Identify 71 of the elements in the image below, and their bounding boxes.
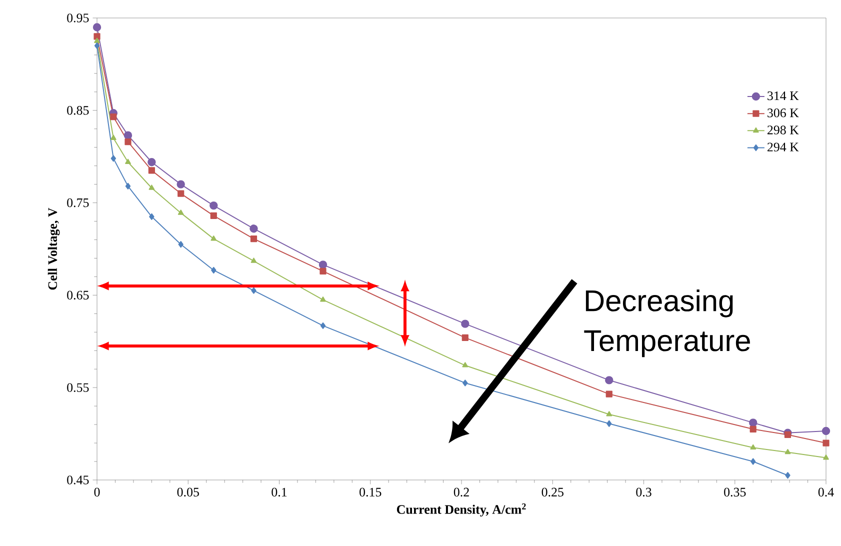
- point: [784, 431, 792, 438]
- point: [92, 23, 102, 32]
- point: [178, 190, 184, 197]
- point: [124, 131, 132, 140]
- point: [125, 182, 131, 190]
- point: [606, 411, 612, 416]
- point: [320, 296, 326, 302]
- point: [749, 418, 758, 427]
- legend-label: 298 K: [768, 126, 799, 134]
- point: [320, 322, 326, 329]
- point: [210, 201, 218, 210]
- point: [178, 210, 184, 215]
- point: [124, 138, 132, 146]
- point: [250, 258, 257, 263]
- point: [110, 155, 116, 162]
- legend-label: 306 K: [768, 108, 799, 118]
- point: [318, 260, 328, 269]
- x-tick-label: 0.4: [818, 488, 834, 497]
- point: [822, 440, 830, 446]
- x-tick-label: 0.05: [177, 488, 199, 497]
- x-tick-label: 0: [94, 488, 100, 496]
- x-tick-label: 0.15: [360, 488, 382, 497]
- point: [110, 134, 116, 140]
- y-tick-label: 0.65: [67, 290, 89, 300]
- y-tick-label: 0.45: [67, 476, 89, 484]
- point: [784, 448, 791, 454]
- point: [250, 236, 258, 242]
- point: [210, 236, 217, 241]
- legend-label: 294 K: [768, 142, 799, 152]
- point: [462, 334, 468, 341]
- y-tick-label: 0.85: [67, 106, 89, 115]
- point: [148, 184, 155, 190]
- point: [149, 213, 154, 220]
- annotation: Decreasing Temperature: [584, 289, 750, 358]
- point: [822, 426, 830, 436]
- point: [94, 33, 100, 40]
- point: [250, 224, 258, 233]
- x-axis-title: Current Density, A/cm$^{2}$: [396, 503, 526, 517]
- point: [461, 320, 470, 328]
- x-tick-label: 0.3: [636, 488, 652, 497]
- legend-label: 314 K: [768, 91, 799, 100]
- y-tick-label: 0.75: [67, 198, 89, 208]
- point: [462, 362, 468, 368]
- y-tick-label: 0.55: [67, 383, 89, 392]
- point: [251, 287, 256, 294]
- point: [94, 42, 100, 50]
- point: [211, 266, 216, 274]
- point: [785, 472, 790, 479]
- point: [750, 458, 756, 465]
- y-axis-title: Cell Voltage, V: [48, 208, 60, 290]
- x-tick-label: 0.35: [724, 488, 746, 497]
- point: [606, 390, 612, 398]
- x-tick-label: 0.25: [542, 488, 564, 497]
- point: [750, 426, 756, 432]
- point: [176, 180, 185, 188]
- x-tick-label: 0.1: [272, 488, 287, 497]
- point: [94, 38, 100, 43]
- point: [605, 376, 614, 384]
- point: [148, 167, 155, 174]
- point: [148, 158, 156, 166]
- x-tick-label: 0.2: [454, 488, 469, 497]
- point: [462, 380, 468, 386]
- point: [320, 268, 326, 274]
- point: [606, 420, 612, 427]
- point: [823, 454, 829, 460]
- point: [210, 212, 217, 220]
- y-tick-label: 0.95: [67, 14, 89, 22]
- point: [178, 241, 184, 248]
- point: [125, 158, 131, 164]
- point: [750, 444, 756, 450]
- point: [110, 114, 117, 120]
